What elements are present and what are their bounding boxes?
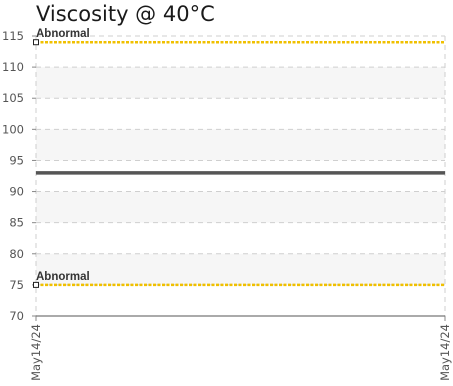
threshold-label: Abnormal bbox=[36, 271, 90, 283]
threshold-marker bbox=[33, 281, 39, 288]
grid-band bbox=[36, 67, 445, 99]
y-tick-label: 95 bbox=[9, 153, 24, 167]
y-tick-label: 80 bbox=[9, 247, 24, 261]
threshold-lines: Abnormal Abnormal bbox=[33, 28, 445, 288]
gridlines bbox=[35, 35, 446, 316]
threshold-marker bbox=[33, 39, 39, 46]
y-tick-label: 90 bbox=[9, 185, 24, 199]
x-tick-labels: May14/24 May14/24 bbox=[29, 324, 452, 381]
y-tick-label: 110 bbox=[2, 60, 24, 74]
axes bbox=[32, 35, 446, 321]
grid-bands bbox=[36, 67, 445, 285]
x-tick-label: May14/24 bbox=[29, 324, 43, 381]
y-tick-label: 115 bbox=[2, 29, 24, 43]
y-tick-label: 85 bbox=[9, 216, 24, 230]
grid-band bbox=[36, 129, 445, 161]
x-tick-label: May14/24 bbox=[438, 324, 452, 381]
y-tick-label: 70 bbox=[9, 309, 24, 323]
threshold-label: Abnormal bbox=[36, 28, 90, 40]
chart-title: Viscosity @ 40°C bbox=[36, 2, 215, 26]
y-tick-label: 105 bbox=[2, 91, 24, 105]
grid-band bbox=[36, 253, 445, 285]
grid-band bbox=[36, 191, 445, 223]
y-tick-labels: 70 75 80 85 90 95 100 105 110 115 bbox=[2, 29, 24, 323]
y-tick-label: 75 bbox=[9, 278, 24, 292]
y-tick-label: 100 bbox=[2, 122, 24, 136]
